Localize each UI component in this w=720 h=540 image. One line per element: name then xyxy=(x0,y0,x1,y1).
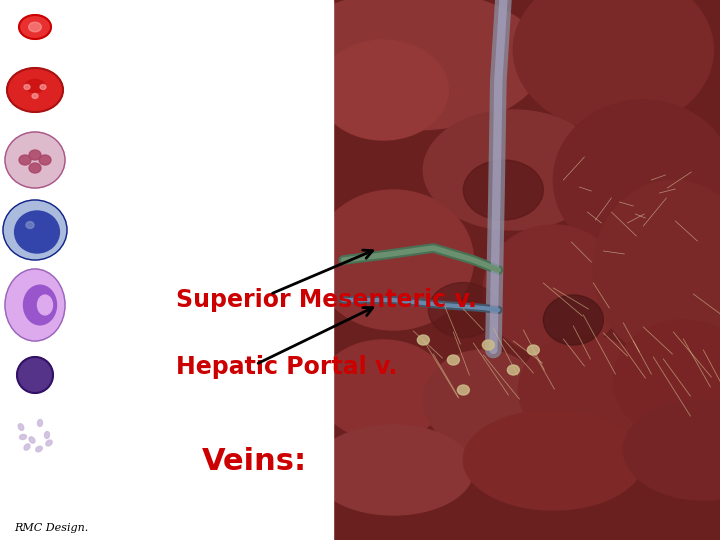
Ellipse shape xyxy=(32,93,38,98)
Ellipse shape xyxy=(518,335,649,445)
Ellipse shape xyxy=(24,285,56,325)
Ellipse shape xyxy=(29,22,42,32)
Ellipse shape xyxy=(19,435,27,440)
Ellipse shape xyxy=(544,295,603,345)
Ellipse shape xyxy=(593,180,720,360)
Ellipse shape xyxy=(19,15,51,39)
Ellipse shape xyxy=(554,100,720,260)
Ellipse shape xyxy=(29,150,41,160)
Ellipse shape xyxy=(29,163,41,173)
Ellipse shape xyxy=(19,155,31,165)
Ellipse shape xyxy=(24,444,30,450)
Bar xyxy=(0,0,333,540)
Ellipse shape xyxy=(14,211,59,253)
Ellipse shape xyxy=(39,155,51,165)
Ellipse shape xyxy=(423,350,544,450)
Ellipse shape xyxy=(428,282,498,338)
Ellipse shape xyxy=(45,431,50,438)
Ellipse shape xyxy=(37,295,53,315)
Ellipse shape xyxy=(457,385,469,395)
Ellipse shape xyxy=(24,84,30,90)
Ellipse shape xyxy=(418,335,429,345)
Text: Hepatic Portal v.: Hepatic Portal v. xyxy=(176,355,397,379)
Ellipse shape xyxy=(464,410,644,510)
Text: Veins:: Veins: xyxy=(202,447,307,476)
Ellipse shape xyxy=(318,40,449,140)
Ellipse shape xyxy=(313,190,473,330)
Ellipse shape xyxy=(46,440,52,446)
Ellipse shape xyxy=(313,425,473,515)
Ellipse shape xyxy=(18,424,24,430)
Text: RMC Design.: RMC Design. xyxy=(14,523,89,533)
Ellipse shape xyxy=(3,200,67,260)
Ellipse shape xyxy=(508,365,519,375)
Ellipse shape xyxy=(5,132,65,188)
Ellipse shape xyxy=(447,355,459,365)
Ellipse shape xyxy=(36,446,42,452)
Ellipse shape xyxy=(624,400,720,500)
Ellipse shape xyxy=(464,160,544,220)
Ellipse shape xyxy=(7,68,63,112)
Ellipse shape xyxy=(5,269,65,341)
Ellipse shape xyxy=(40,84,46,90)
Text: Superior Mesenteric v.: Superior Mesenteric v. xyxy=(176,288,477,312)
Ellipse shape xyxy=(29,437,35,443)
Bar xyxy=(333,0,720,540)
Ellipse shape xyxy=(482,340,495,350)
Ellipse shape xyxy=(423,110,603,230)
Ellipse shape xyxy=(318,340,449,440)
Ellipse shape xyxy=(25,79,45,92)
Ellipse shape xyxy=(613,320,720,440)
Ellipse shape xyxy=(483,225,624,355)
Ellipse shape xyxy=(513,0,714,130)
Ellipse shape xyxy=(284,0,544,130)
Ellipse shape xyxy=(37,420,42,427)
Ellipse shape xyxy=(527,345,539,355)
Ellipse shape xyxy=(17,357,53,393)
Ellipse shape xyxy=(26,221,34,228)
